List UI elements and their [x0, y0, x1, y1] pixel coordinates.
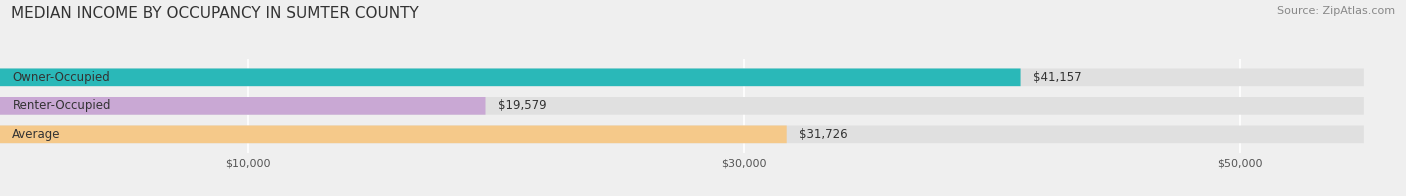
FancyBboxPatch shape [0, 68, 1364, 86]
FancyBboxPatch shape [0, 68, 1021, 86]
Text: Renter-Occupied: Renter-Occupied [13, 99, 111, 112]
FancyBboxPatch shape [0, 125, 787, 143]
FancyBboxPatch shape [0, 97, 1364, 115]
Text: Average: Average [13, 128, 60, 141]
Text: MEDIAN INCOME BY OCCUPANCY IN SUMTER COUNTY: MEDIAN INCOME BY OCCUPANCY IN SUMTER COU… [11, 6, 419, 21]
FancyBboxPatch shape [0, 125, 1364, 143]
FancyBboxPatch shape [0, 97, 485, 115]
Text: $41,157: $41,157 [1033, 71, 1081, 84]
Text: $31,726: $31,726 [799, 128, 848, 141]
Text: Owner-Occupied: Owner-Occupied [13, 71, 110, 84]
Text: Source: ZipAtlas.com: Source: ZipAtlas.com [1277, 6, 1395, 16]
Text: $19,579: $19,579 [498, 99, 547, 112]
